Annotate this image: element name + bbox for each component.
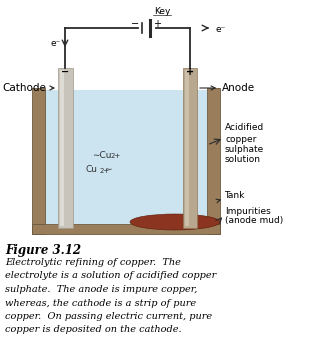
Text: Acidified: Acidified [225,123,264,132]
Text: ∼Cu: ∼Cu [92,150,112,159]
Bar [183,68,197,228]
Bar [58,68,73,228]
Text: +: + [153,19,161,29]
Bar [185,70,189,226]
Text: whereas, the cathode is a strip of pure: whereas, the cathode is a strip of pure [5,298,196,307]
Text: 2+: 2+ [100,168,110,174]
Text: electrolyte is a solution of acidified copper: electrolyte is a solution of acidified c… [5,271,216,280]
Text: sulphate.  The anode is impure copper,: sulphate. The anode is impure copper, [5,285,197,294]
Bar [32,88,45,234]
Text: Electrolytic refining of copper.  The: Electrolytic refining of copper. The [5,258,181,267]
Text: −: − [61,67,69,77]
Bar [207,88,220,234]
Text: copper.  On passing electric current, pure: copper. On passing electric current, pur… [5,312,212,321]
Ellipse shape [130,214,220,230]
Text: (anode mud): (anode mud) [225,216,283,225]
Text: Key: Key [154,8,170,17]
Bar [45,90,207,224]
Text: +: + [186,67,194,77]
Text: −: − [131,19,139,29]
Text: Figure 3.12: Figure 3.12 [5,244,81,257]
Text: Cathode: Cathode [2,83,54,93]
Text: Tank: Tank [216,192,244,203]
Text: copper is deposited on the cathode.: copper is deposited on the cathode. [5,325,182,334]
Text: 2+: 2+ [111,153,121,159]
Text: solution: solution [225,156,261,165]
Text: Cu: Cu [86,166,98,175]
Text: Impurities: Impurities [225,207,271,216]
Text: copper: copper [225,135,256,144]
Text: sulphate: sulphate [225,145,264,154]
Text: Anode: Anode [200,83,255,93]
Bar [60,70,64,226]
Bar [32,224,220,234]
Text: ∼: ∼ [104,166,112,175]
Text: e⁻: e⁻ [51,39,61,48]
Text: e⁻: e⁻ [216,24,226,33]
